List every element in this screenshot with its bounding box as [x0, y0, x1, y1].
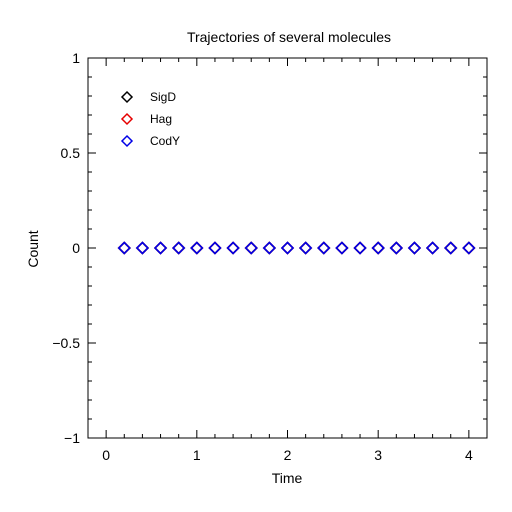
data-point: [425, 241, 440, 255]
data-point: [335, 241, 349, 255]
data-point: [335, 241, 349, 255]
data-point: [371, 241, 385, 255]
data-point: [117, 241, 131, 255]
data-point: [262, 241, 276, 255]
legend-marker: [120, 112, 134, 126]
x-tick-label: 3: [374, 447, 382, 463]
data-point: [117, 241, 131, 255]
data-point: [190, 241, 204, 255]
data-point: [117, 241, 131, 255]
data-point: [153, 241, 168, 255]
data-point: [353, 241, 367, 255]
data-point: [462, 241, 476, 255]
data-point: [317, 241, 331, 255]
y-tick-label: −0.5: [52, 335, 80, 351]
legend-marker: [120, 134, 134, 148]
data-point: [407, 241, 422, 255]
data-point: [262, 241, 276, 255]
data-point: [462, 241, 476, 255]
data-point: [208, 241, 222, 255]
chart-title: Trajectories of several molecules: [187, 29, 391, 45]
y-axis-label: Count: [25, 230, 41, 267]
y-tick-label: −1: [64, 430, 80, 446]
data-points: [117, 241, 476, 255]
data-point: [299, 241, 313, 255]
data-point: [425, 241, 440, 255]
data-point: [135, 241, 150, 255]
legend: SigD Hag CodY: [120, 90, 180, 148]
data-point: [299, 241, 313, 255]
data-point: [371, 241, 385, 255]
data-point: [407, 241, 422, 255]
data-point: [172, 241, 186, 255]
data-point: [208, 241, 222, 255]
data-point: [172, 241, 186, 255]
axis-ticks: [87, 57, 488, 439]
data-point: [444, 241, 458, 255]
data-point: [389, 241, 403, 255]
data-point: [425, 241, 440, 255]
data-point: [153, 241, 168, 255]
data-point: [444, 241, 458, 255]
data-point: [244, 241, 258, 255]
data-point: [244, 241, 258, 255]
data-point: [389, 241, 403, 255]
data-point: [226, 241, 240, 255]
data-point: [153, 241, 168, 255]
data-point: [335, 241, 349, 255]
data-point: [244, 241, 258, 255]
x-axis-label: Time: [272, 470, 303, 486]
y-tick-label: 0.5: [61, 145, 81, 161]
data-point: [389, 241, 403, 255]
data-point: [317, 241, 331, 255]
data-point: [135, 241, 150, 255]
x-tick-label: 1: [193, 447, 201, 463]
data-point: [462, 241, 476, 255]
x-tick-label: 4: [465, 447, 473, 463]
x-tick-label: 2: [284, 447, 292, 463]
legend-marker: [120, 90, 134, 104]
data-point: [407, 241, 422, 255]
data-point: [226, 241, 240, 255]
data-point: [262, 241, 276, 255]
data-point: [190, 241, 204, 255]
data-point: [208, 241, 222, 255]
axis-tick-labels: 0 1 2 3 4 1 0.5 0 −0.5 −1: [52, 50, 473, 463]
data-point: [280, 241, 295, 255]
legend-label: Hag: [150, 112, 172, 126]
data-point: [226, 241, 240, 255]
legend-label: CodY: [150, 134, 180, 148]
data-point: [299, 241, 313, 255]
series-cody: [117, 241, 476, 255]
x-tick-label: 0: [102, 447, 110, 463]
y-tick-label: 0: [72, 240, 80, 256]
data-point: [280, 241, 295, 255]
y-tick-label: 1: [72, 50, 80, 66]
data-point: [353, 241, 367, 255]
data-point: [444, 241, 458, 255]
data-point: [353, 241, 367, 255]
data-point: [172, 241, 186, 255]
data-point: [135, 241, 150, 255]
data-point: [371, 241, 385, 255]
data-point: [190, 241, 204, 255]
data-point: [317, 241, 331, 255]
legend-label: SigD: [150, 90, 176, 104]
data-point: [280, 241, 295, 255]
